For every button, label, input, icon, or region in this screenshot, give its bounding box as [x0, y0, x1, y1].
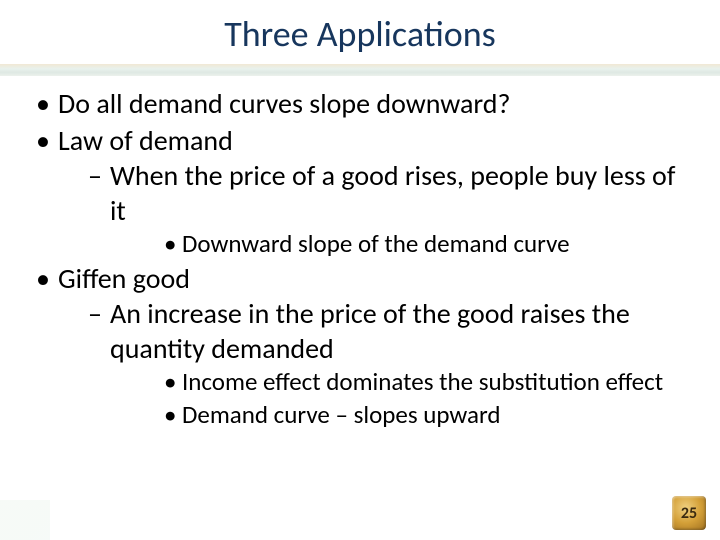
bullet-text: Income effect dominates the substitution…	[182, 366, 663, 397]
bullet-text: An increase in the price of the good rai…	[110, 296, 630, 366]
bullet-l3: Demand curve – slopes upward	[110, 399, 690, 430]
bullet-text: Demand curve – slopes upward	[182, 399, 501, 430]
bullet-text: Law of demand	[58, 123, 233, 158]
slide-body: Do all demand curves slope downward? Law…	[0, 76, 720, 430]
bullet-l3: Downward slope of the demand curve	[110, 228, 690, 259]
slide: Three Applications Do all demand curves …	[0, 0, 720, 540]
bullet-text: Do all demand curves slope downward?	[58, 86, 510, 121]
corner-decoration	[0, 500, 50, 540]
title-divider	[0, 64, 720, 76]
bullet-text: When the price of a good rises, people b…	[110, 158, 675, 228]
page-number-badge: 25	[672, 496, 706, 530]
page-number: 25	[681, 504, 697, 523]
slide-title: Three Applications	[0, 0, 720, 62]
bullet-l1: Giffen good An increase in the price of …	[30, 261, 690, 430]
bullet-l1: Do all demand curves slope downward?	[30, 86, 690, 121]
bullet-l1: Law of demand When the price of a good r…	[30, 123, 690, 259]
bullet-text: Giffen good	[58, 261, 190, 296]
bullet-l2: An increase in the price of the good rai…	[58, 296, 690, 430]
bullet-l3: Income effect dominates the substitution…	[110, 366, 690, 397]
bullet-text: Downward slope of the demand curve	[182, 228, 570, 259]
bullet-l2: When the price of a good rises, people b…	[58, 158, 690, 259]
